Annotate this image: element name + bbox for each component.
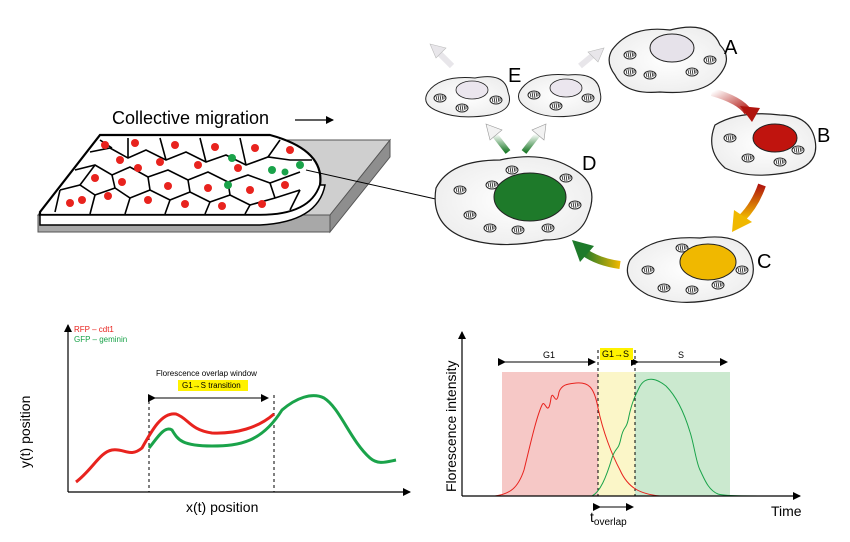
cell-c: C bbox=[626, 236, 771, 303]
rfp-intensity-curve bbox=[462, 382, 740, 497]
cell-b: B bbox=[711, 113, 830, 176]
arrow-b-c bbox=[739, 183, 766, 221]
label-c: C bbox=[757, 251, 771, 273]
overlap-window-label: Florescence overlap window bbox=[156, 369, 257, 378]
transition-highlight bbox=[178, 380, 248, 391]
collective-migration-label: Collective migration bbox=[112, 108, 269, 128]
trajectory-plot: RFP – cdt1 GFP – geminin Florescence ove… bbox=[17, 324, 411, 515]
arrow-e-out-left bbox=[437, 51, 455, 69]
right-x-label: Time bbox=[771, 503, 802, 519]
arrow-d-e-right bbox=[521, 132, 541, 154]
zoom-line bbox=[305, 169, 441, 201]
label-e: E bbox=[508, 65, 521, 87]
slab-side bbox=[329, 138, 391, 234]
cell-e-right: E bbox=[508, 65, 602, 118]
phase-g1s-highlight bbox=[600, 348, 633, 360]
fluorescence-plot: G1 G1→S S toverlap Time Florescence inte… bbox=[443, 331, 802, 528]
right-y-label: Florescence intensity bbox=[443, 360, 459, 492]
gfp-trajectory bbox=[147, 394, 397, 464]
green-nuclei bbox=[224, 154, 304, 189]
cell-e-left bbox=[425, 76, 510, 118]
phase-g1: G1 bbox=[543, 350, 555, 360]
overlap-label-main: t bbox=[590, 509, 594, 525]
tissue-slab: Collective migration bbox=[36, 108, 441, 234]
s-band bbox=[635, 372, 730, 496]
cell-boundaries bbox=[54, 137, 312, 215]
overlap-label: toverlap bbox=[590, 509, 627, 528]
arrow-c-d bbox=[581, 248, 621, 269]
label-d: D bbox=[582, 153, 596, 175]
phase-s: S bbox=[678, 350, 684, 360]
legend-rfp: RFP – cdt1 bbox=[74, 325, 114, 334]
label-b: B bbox=[817, 125, 830, 147]
g1-band bbox=[502, 372, 598, 496]
rfp-trajectory bbox=[75, 412, 275, 484]
arrow-d-e-left bbox=[491, 132, 511, 154]
arrow-e-out-right bbox=[578, 53, 594, 69]
cell-cycle: A B C D bbox=[425, 26, 830, 303]
cell-sheet-edge bbox=[39, 184, 326, 226]
left-y-label: y(t) position bbox=[17, 396, 33, 468]
overlap-band bbox=[598, 372, 635, 496]
transition-label: G1→S transition bbox=[182, 381, 241, 390]
cell-a: A bbox=[608, 26, 738, 94]
cell-d: D bbox=[434, 153, 596, 246]
legend-gfp: GFP – geminin bbox=[74, 335, 127, 344]
phase-g1s: G1→S bbox=[602, 349, 629, 359]
label-a: A bbox=[724, 37, 738, 59]
red-nuclei bbox=[66, 139, 294, 210]
overlap-label-sub: overlap bbox=[594, 517, 627, 528]
gfp-intensity-curve bbox=[560, 378, 791, 497]
left-x-label: x(t) position bbox=[186, 499, 258, 515]
